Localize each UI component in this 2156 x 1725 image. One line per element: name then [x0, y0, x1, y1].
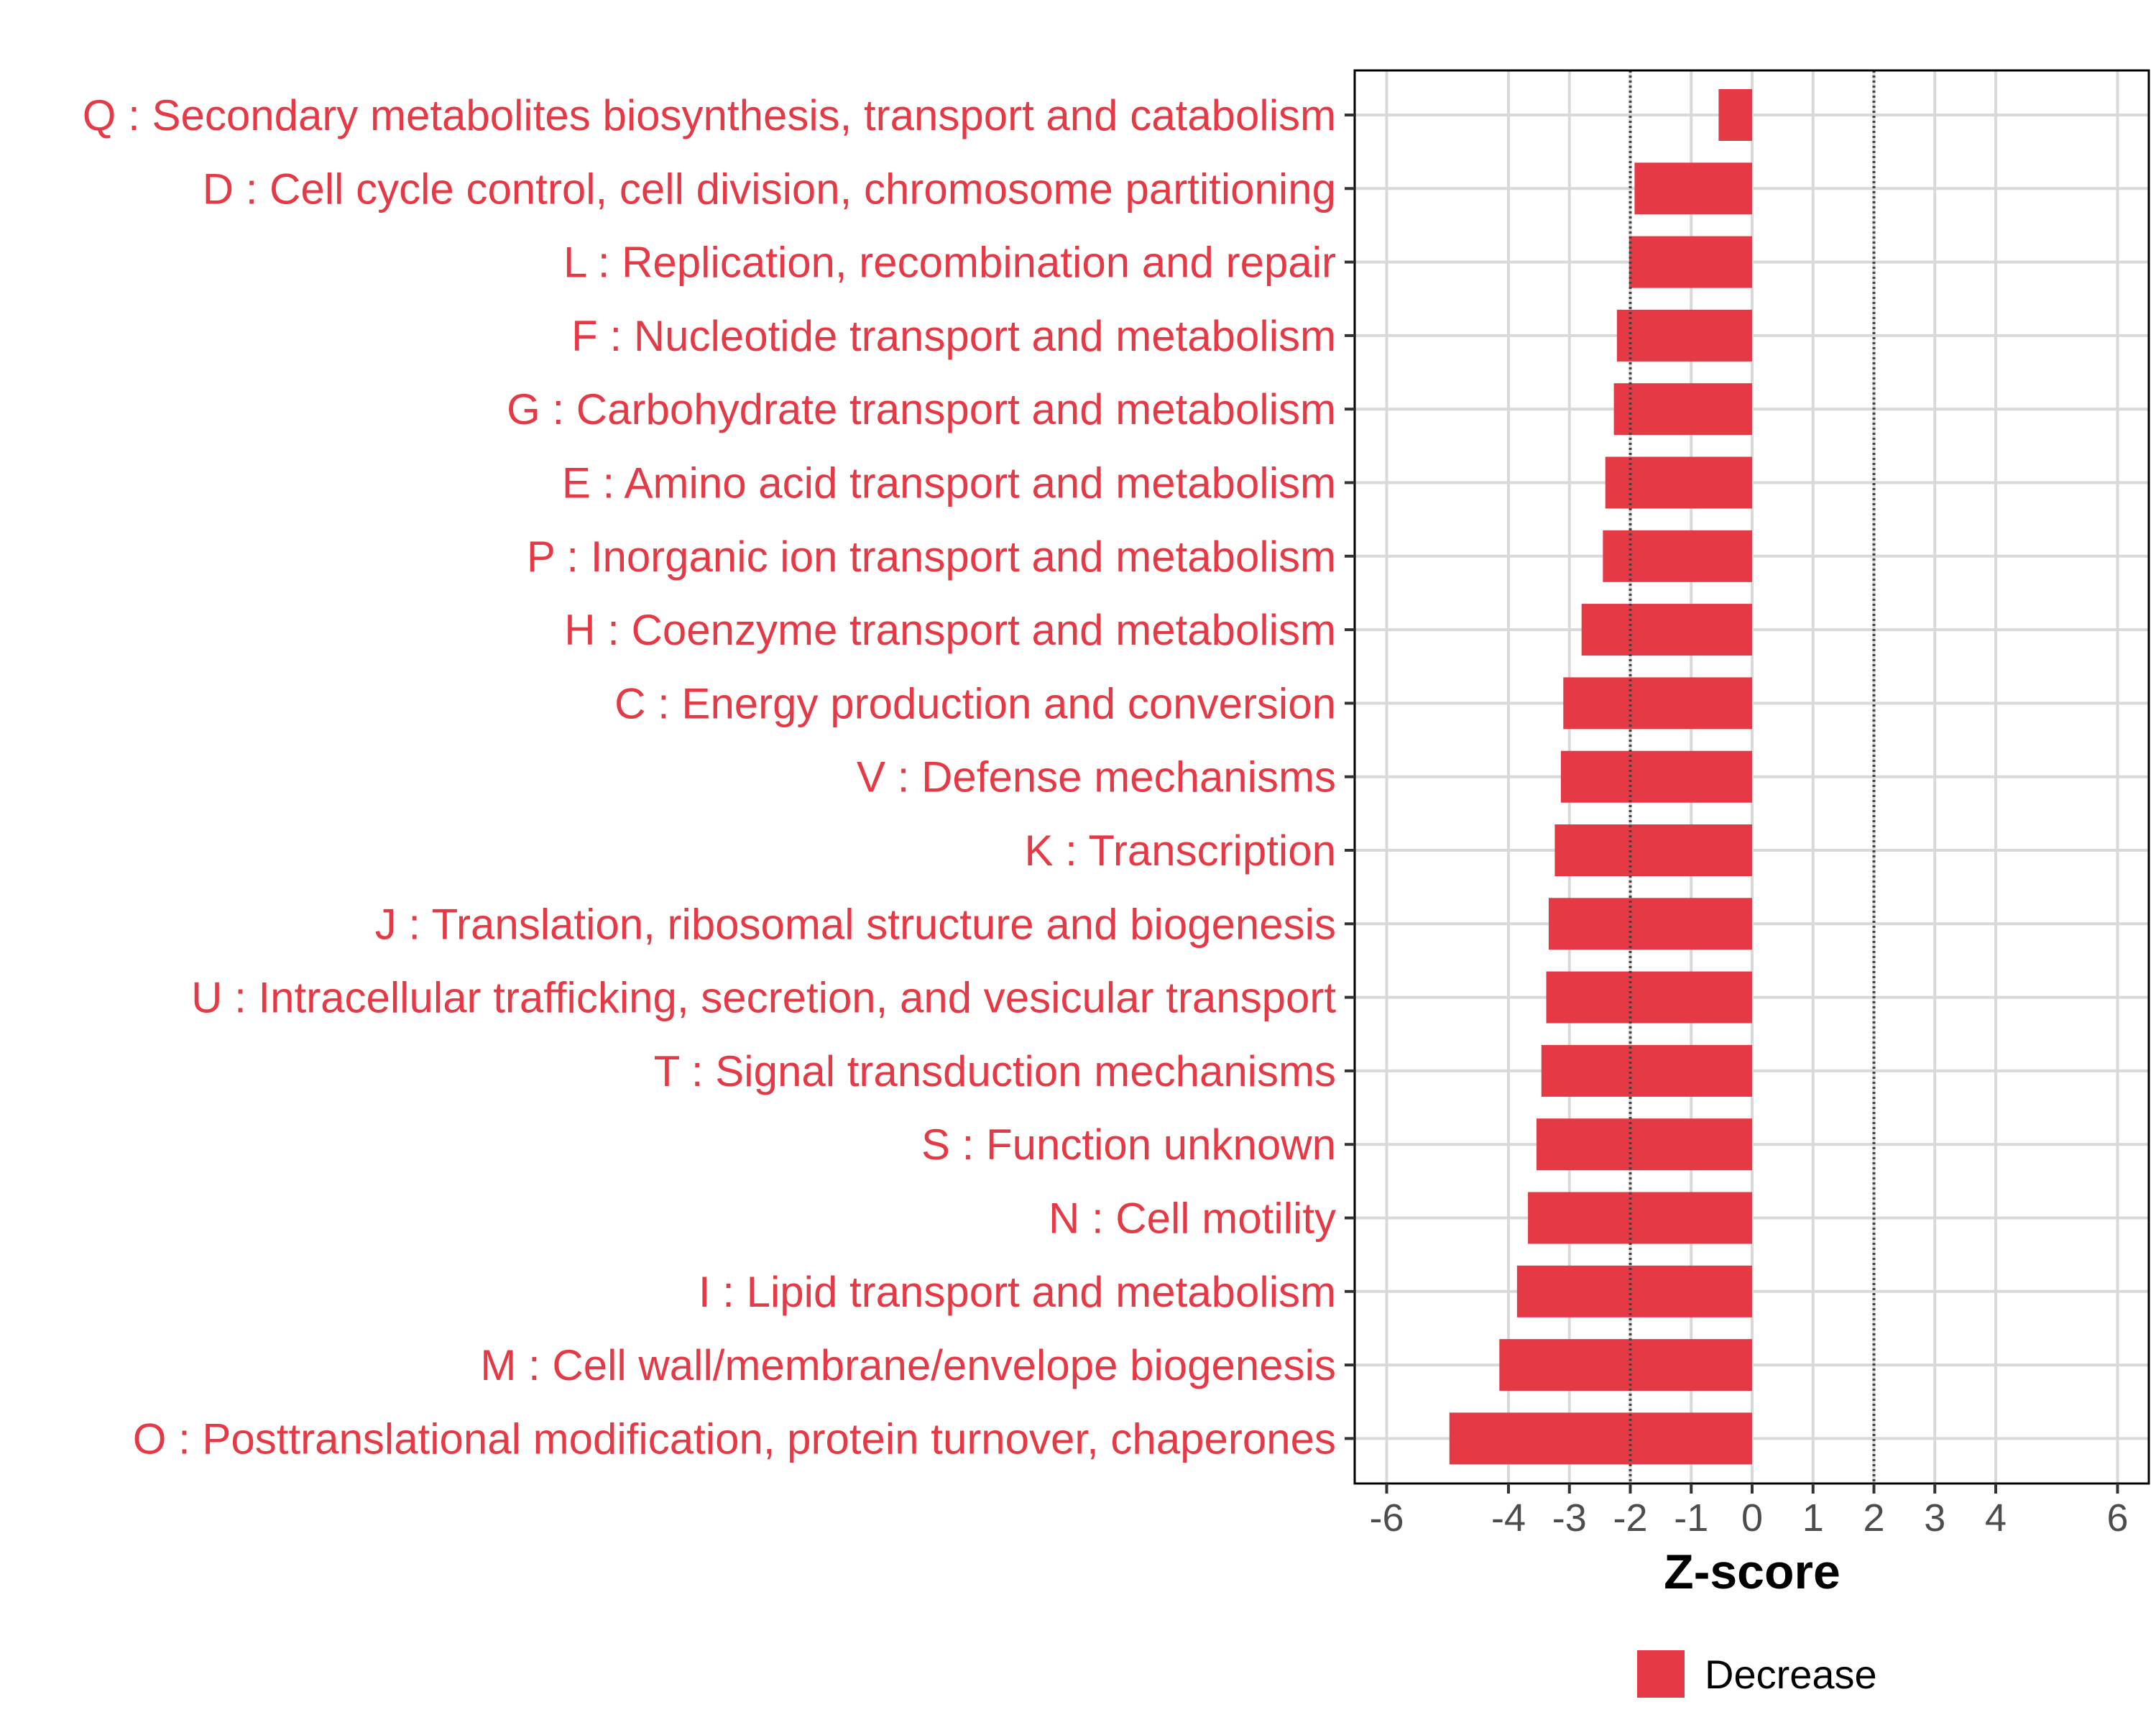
bar	[1581, 604, 1752, 656]
bar	[1605, 456, 1752, 509]
category-label: Q : Secondary metabolites biosynthesis, …	[83, 91, 1336, 139]
category-label: G : Carbohydrate transport and metabolis…	[507, 385, 1336, 433]
category-label: P : Inorganic ion transport and metaboli…	[527, 533, 1336, 581]
category-label: V : Defense mechanisms	[857, 753, 1336, 801]
x-tick-label: -2	[1613, 1496, 1647, 1540]
category-label: K : Transcription	[1024, 827, 1336, 875]
reference-lines	[1628, 70, 1876, 1484]
x-tick-label: -3	[1552, 1496, 1587, 1540]
x-tick-label: 1	[1802, 1496, 1824, 1540]
category-label: L : Replication, recombination and repai…	[563, 239, 1336, 287]
x-tick-label: -1	[1674, 1496, 1708, 1540]
category-label: M : Cell wall/membrane/envelope biogenes…	[480, 1341, 1336, 1389]
bar	[1560, 750, 1752, 803]
bar	[1603, 530, 1752, 582]
category-labels: Q : Secondary metabolites biosynthesis, …	[83, 91, 1337, 1463]
x-tick-label: 0	[1741, 1496, 1763, 1540]
bar	[1563, 677, 1752, 730]
bar	[1628, 236, 1752, 288]
bar	[1548, 898, 1752, 950]
y-axis-ticks	[1345, 114, 1355, 1440]
x-tick-label: -4	[1491, 1496, 1526, 1540]
bar	[1541, 1044, 1752, 1097]
category-label: O : Posttranslational modification, prot…	[133, 1414, 1336, 1463]
x-axis-ticks	[1385, 1484, 2119, 1494]
x-tick-label: 6	[2106, 1496, 2128, 1540]
x-axis-title: Z-score	[1664, 1545, 1841, 1599]
category-label: C : Energy production and conversion	[614, 679, 1336, 727]
category-label: F : Nucleotide transport and metabolism	[571, 312, 1336, 360]
category-label: N : Cell motility	[1049, 1195, 1336, 1243]
category-label: T : Signal transduction mechanisms	[654, 1047, 1336, 1095]
legend-label-decrease: Decrease	[1705, 1652, 1877, 1697]
bar	[1528, 1192, 1752, 1244]
legend-swatch-decrease	[1637, 1650, 1685, 1698]
bar	[1536, 1118, 1752, 1171]
bar	[1616, 309, 1752, 362]
bars	[1449, 89, 1752, 1465]
bar	[1449, 1412, 1752, 1465]
x-tick-label: 3	[1924, 1496, 1945, 1540]
bar	[1546, 971, 1752, 1024]
x-tick-label: 4	[1985, 1496, 2007, 1540]
bar	[1634, 162, 1752, 215]
category-label: E : Amino acid transport and metabolism	[562, 459, 1336, 507]
bar	[1499, 1339, 1752, 1392]
category-label: I : Lipid transport and metabolism	[699, 1268, 1336, 1316]
category-label: D : Cell cycle control, cell division, c…	[203, 165, 1336, 213]
category-label: S : Function unknown	[921, 1121, 1336, 1169]
bar	[1718, 89, 1752, 141]
x-tick-labels: -6 -4 -3 -2 -1 0 1 2 3 4 6	[1369, 1496, 2128, 1540]
bar	[1613, 383, 1752, 436]
bar	[1554, 824, 1752, 876]
legend: Decrease	[1637, 1650, 1877, 1698]
x-tick-label: 2	[1863, 1496, 1884, 1540]
category-label: U : Intracellular trafficking, secretion…	[191, 974, 1336, 1022]
category-label: J : Translation, ribosomal structure and…	[375, 900, 1336, 948]
category-label: H : Coenzyme transport and metabolism	[564, 606, 1336, 654]
bar	[1516, 1265, 1752, 1317]
x-tick-label: -6	[1369, 1496, 1404, 1540]
